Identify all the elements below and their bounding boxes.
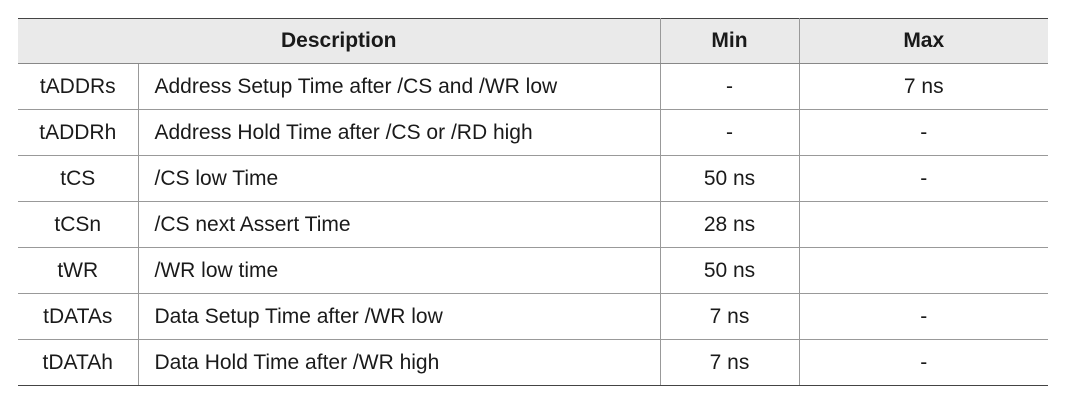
- table-row: tCS /CS low Time 50 ns -: [18, 155, 1048, 202]
- description-cell: /WR low time: [138, 247, 661, 294]
- header-min: Min: [660, 18, 800, 64]
- description-cell: /CS next Assert Time: [138, 201, 661, 248]
- max-cell: -: [799, 155, 1048, 202]
- symbol-cell: tDATAs: [18, 293, 139, 340]
- description-cell: Data Hold Time after /WR high: [138, 339, 661, 386]
- header-max: Max: [799, 18, 1048, 64]
- description-cell: /CS low Time: [138, 155, 661, 202]
- table-row: tADDRh Address Hold Time after /CS or /R…: [18, 109, 1048, 156]
- symbol-cell: tADDRs: [18, 63, 139, 110]
- min-cell: 50 ns: [660, 155, 800, 202]
- description-cell: Address Setup Time after /CS and /WR low: [138, 63, 661, 110]
- min-cell: 28 ns: [660, 201, 800, 248]
- min-cell: 50 ns: [660, 247, 800, 294]
- timing-table: Description Min Max tADDRs Address Setup…: [18, 18, 1048, 386]
- header-row: Description Min Max: [18, 18, 1048, 64]
- table-row: tDATAs Data Setup Time after /WR low 7 n…: [18, 293, 1048, 340]
- symbol-cell: tCSn: [18, 201, 139, 248]
- max-cell: [799, 247, 1048, 294]
- max-cell: 7 ns: [799, 63, 1048, 110]
- description-cell: Data Setup Time after /WR low: [138, 293, 661, 340]
- table-row: tCSn /CS next Assert Time 28 ns: [18, 201, 1048, 248]
- max-cell: -: [799, 109, 1048, 156]
- description-cell: Address Hold Time after /CS or /RD high: [138, 109, 661, 156]
- max-cell: [799, 201, 1048, 248]
- symbol-cell: tDATAh: [18, 339, 139, 386]
- table-row: tADDRs Address Setup Time after /CS and …: [18, 63, 1048, 110]
- min-cell: -: [660, 109, 800, 156]
- max-cell: -: [799, 293, 1048, 340]
- table-row: tDATAh Data Hold Time after /WR high 7 n…: [18, 339, 1048, 386]
- header-description: Description: [18, 18, 661, 64]
- table-row: tWR /WR low time 50 ns: [18, 247, 1048, 294]
- max-cell: -: [799, 339, 1048, 386]
- symbol-cell: tADDRh: [18, 109, 139, 156]
- min-cell: 7 ns: [660, 339, 800, 386]
- symbol-cell: tCS: [18, 155, 139, 202]
- min-cell: 7 ns: [660, 293, 800, 340]
- min-cell: -: [660, 63, 800, 110]
- symbol-cell: tWR: [18, 247, 139, 294]
